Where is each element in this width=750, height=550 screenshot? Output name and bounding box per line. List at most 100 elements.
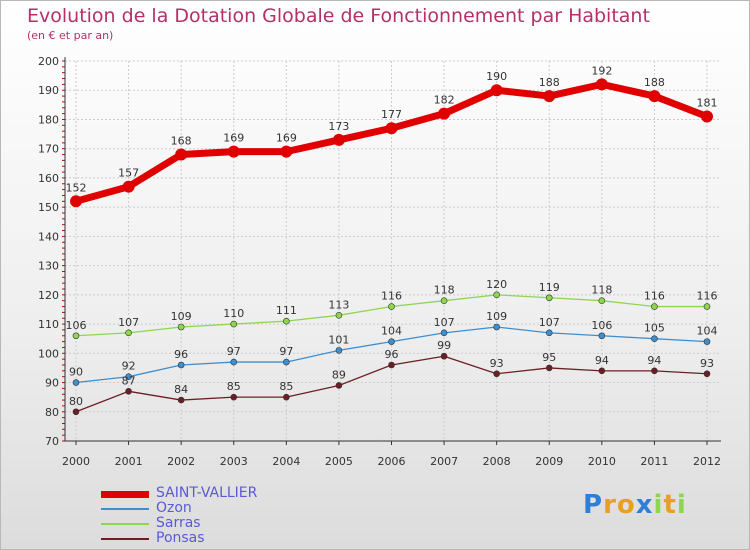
- data-label: 94: [595, 354, 609, 367]
- data-point: [388, 338, 395, 345]
- data-label: 116: [697, 290, 718, 303]
- logo-letter: t: [663, 490, 677, 520]
- data-label: 85: [227, 380, 241, 393]
- data-label: 116: [381, 290, 402, 303]
- data-point: [598, 297, 606, 304]
- data-point: [175, 148, 188, 161]
- data-point: [72, 408, 80, 416]
- data-label: 190: [486, 70, 507, 83]
- legend-label: SAINT-VALLIER: [156, 485, 258, 501]
- page-subtitle: (en € et par an): [27, 29, 114, 42]
- data-point: [493, 323, 500, 331]
- data-label: 93: [490, 357, 504, 370]
- series-lines: [70, 78, 713, 416]
- y-tick-label: 180: [38, 113, 59, 126]
- data-label: 84: [174, 383, 188, 396]
- data-point: [125, 388, 132, 395]
- data-label: 109: [171, 310, 192, 323]
- data-label: 96: [174, 348, 188, 361]
- data-point: [651, 303, 658, 310]
- data-label: 109: [486, 310, 507, 323]
- y-tick-label: 160: [38, 172, 59, 185]
- data-point: [545, 364, 553, 372]
- series-saint-vallier: [70, 78, 713, 208]
- data-label: 99: [437, 339, 451, 352]
- data-point: [283, 393, 290, 401]
- logo-letter: P: [583, 490, 604, 520]
- data-point: [125, 329, 132, 337]
- data-point: [283, 358, 290, 366]
- y-tick-label: 90: [45, 377, 59, 390]
- data-label: 89: [332, 368, 346, 381]
- y-tick-label: 100: [38, 347, 59, 360]
- data-label: 192: [591, 64, 612, 77]
- data-label: 181: [697, 97, 718, 110]
- data-label: 94: [647, 354, 661, 367]
- logo-letter: i: [676, 490, 687, 520]
- data-point: [388, 361, 395, 369]
- data-label: 182: [434, 94, 455, 107]
- data-label: 157: [118, 167, 139, 180]
- page-title: Evolution de la Dotation Globale de Fonc…: [27, 5, 650, 27]
- data-label: 113: [328, 298, 349, 311]
- data-label: 85: [279, 380, 293, 393]
- x-tick-label: 2012: [693, 455, 721, 468]
- data-label: 104: [697, 325, 718, 338]
- data-point: [332, 133, 345, 146]
- data-label: 173: [328, 120, 349, 133]
- data-point: [440, 297, 448, 304]
- data-point: [122, 180, 135, 193]
- data-label: 93: [700, 357, 714, 370]
- data-label: 105: [644, 322, 665, 335]
- x-tick-label: 2008: [483, 455, 511, 468]
- logo-letter: i: [653, 490, 664, 520]
- data-label: 177: [381, 108, 402, 121]
- data-point: [598, 367, 606, 375]
- data-point: [648, 90, 661, 103]
- data-point: [703, 370, 711, 378]
- data-label: 118: [434, 284, 455, 297]
- data-label: 169: [276, 132, 297, 145]
- y-tick-label: 110: [38, 318, 59, 331]
- y-tick-label: 130: [38, 260, 59, 273]
- legend-swatch: [101, 523, 149, 525]
- data-label: 97: [279, 345, 293, 358]
- x-tick-label: 2001: [115, 455, 143, 468]
- data-point: [125, 373, 132, 380]
- data-label: 107: [434, 316, 455, 329]
- data-label: 96: [385, 348, 399, 361]
- data-point: [703, 303, 711, 310]
- legend-label: Sarras: [156, 515, 201, 531]
- data-point: [703, 338, 711, 345]
- legend-swatch: [101, 490, 149, 498]
- data-labels: 80 87 84 85 85 89 96 99 93 95 94 94 93 106 107 109 110 11…: [66, 64, 718, 407]
- proxiti-logo: Proxiti: [583, 490, 687, 520]
- y-tick-label: 190: [38, 84, 59, 97]
- y-tick-label: 150: [38, 201, 59, 214]
- y-tick-label: 70: [45, 435, 59, 448]
- logo-letter: x: [635, 490, 654, 520]
- data-point: [230, 393, 238, 401]
- data-label: 107: [118, 316, 139, 329]
- data-label: 116: [644, 290, 665, 303]
- data-label: 101: [328, 333, 349, 346]
- y-tick-label: 170: [38, 143, 59, 156]
- x-tick-label: 2005: [325, 455, 353, 468]
- data-point: [335, 347, 343, 354]
- data-label: 80: [69, 395, 83, 408]
- data-point: [335, 312, 343, 319]
- data-label: 95: [542, 351, 556, 364]
- data-point: [595, 78, 608, 91]
- data-label: 87: [122, 374, 136, 387]
- data-point: [440, 352, 448, 360]
- data-label: 107: [539, 316, 560, 329]
- legend-label: Ponsas: [156, 530, 205, 546]
- data-point: [545, 294, 553, 302]
- data-label: 104: [381, 325, 402, 338]
- data-point: [493, 370, 500, 378]
- data-point: [70, 195, 82, 208]
- data-point: [177, 323, 185, 331]
- data-label: 120: [486, 278, 507, 291]
- data-label: 90: [69, 366, 83, 379]
